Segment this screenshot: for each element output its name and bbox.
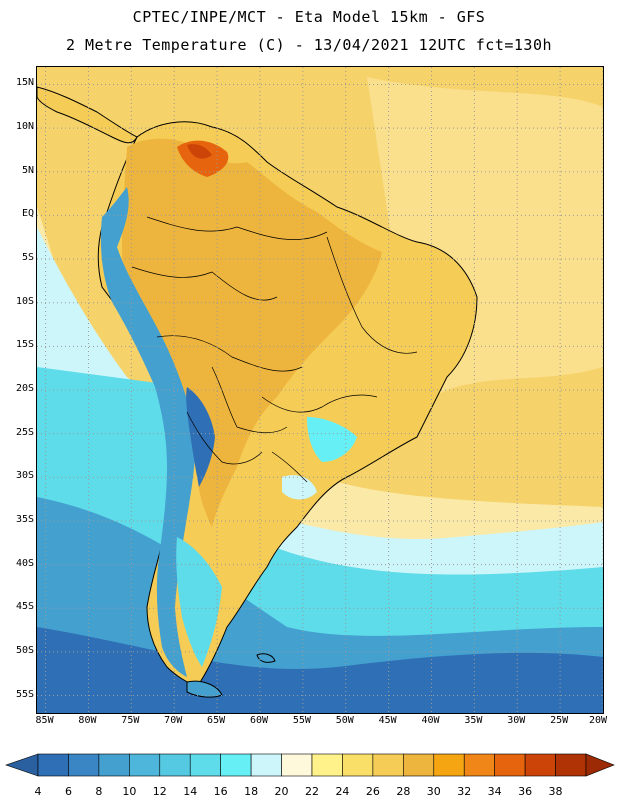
ocean-band-coldest: [37, 627, 603, 713]
colorbar-label: 18: [244, 785, 259, 798]
latitude-label: EQ: [21, 208, 34, 220]
land-hottest-core: [187, 144, 212, 159]
colorbar-min-arrow: [5, 753, 39, 777]
longitude-label: 30W: [507, 715, 526, 726]
latitude-label: 50S: [15, 644, 34, 656]
colorbar-label: 4: [34, 785, 42, 798]
latitude-label: 40S: [15, 557, 34, 569]
latitude-label: 30S: [15, 470, 34, 482]
map-title-model: CPTEC/INPE/MCT - Eta Model 15km - GFS: [132, 8, 486, 26]
temperature-colorbar: [5, 753, 615, 777]
longitude-label: 65W: [207, 715, 226, 726]
longitude-label: 55W: [292, 715, 311, 726]
latitude-label: 45S: [15, 601, 34, 613]
latitude-label: 5N: [21, 164, 34, 176]
colorbar-cell: [494, 753, 526, 777]
andes-cordillera: [100, 187, 196, 677]
longitude-label: 25W: [550, 715, 569, 726]
border-line: [131, 266, 278, 301]
border-line: [156, 335, 303, 372]
colorbar-cell: [463, 753, 495, 777]
colorbar-cell: [281, 753, 313, 777]
colorbar-cell: [555, 753, 587, 777]
colorbar-cell: [68, 753, 100, 777]
colorbar-cell: [129, 753, 161, 777]
longitude-label: 75W: [121, 715, 140, 726]
colorbar-cells: [5, 753, 615, 777]
longitude-label: 40W: [421, 715, 440, 726]
colorbar-cell: [37, 753, 69, 777]
longitude-label: 80W: [78, 715, 97, 726]
temperature-map: [36, 66, 604, 714]
uruguay-cool: [282, 475, 317, 500]
longitude-label: 45W: [378, 715, 397, 726]
colorbar-label: 24: [335, 785, 350, 798]
colorbar-cell: [433, 753, 465, 777]
colorbar-label: 12: [152, 785, 167, 798]
colorbar-cell: [311, 753, 343, 777]
andes-high-cold: [186, 387, 215, 487]
border-line: [261, 394, 378, 413]
border-line: [211, 366, 288, 434]
colorbar-label: 22: [305, 785, 319, 798]
colorbar-label: 16: [213, 785, 228, 798]
latitude-label: 5S: [21, 252, 34, 264]
colorbar-cell: [159, 753, 191, 777]
colorbar-cell: [403, 753, 435, 777]
latitude-label: 55S: [15, 688, 34, 700]
latitude-label: 35S: [15, 513, 34, 525]
tierra-del-fuego: [186, 680, 223, 698]
colorbar-cell: [189, 753, 221, 777]
colorbar-label: 20: [274, 785, 289, 798]
latitude-label: 15N: [15, 77, 34, 89]
patagonia-cool: [176, 537, 222, 667]
longitude-label: 35W: [464, 715, 483, 726]
colorbar-cell: [250, 753, 282, 777]
longitude-label: 60W: [249, 715, 268, 726]
map-title-variable: 2 Metre Temperature (C) - 13/04/2021 12U…: [65, 36, 553, 54]
colorbar-label: 8: [95, 785, 103, 798]
colorbar-cell: [98, 753, 130, 777]
border-line: [271, 451, 308, 483]
latitude-label: 10S: [15, 295, 34, 307]
colorbar-label: 10: [122, 785, 137, 798]
colorbar-label: 28: [396, 785, 411, 798]
longitude-label: 70W: [164, 715, 183, 726]
colorbar-cell: [342, 753, 374, 777]
colorbar-label: 14: [183, 785, 198, 798]
latitude-label: 25S: [15, 426, 34, 438]
colorbar-cell: [524, 753, 556, 777]
colorbar-label: 36: [518, 785, 533, 798]
colorbar-max-arrow: [585, 753, 615, 777]
longitude-label: 85W: [35, 715, 54, 726]
map-canvas: [37, 67, 603, 713]
colorbar-cell: [220, 753, 252, 777]
border-line: [186, 411, 263, 465]
border-line: [146, 216, 328, 240]
southern-brazil-cool: [307, 417, 357, 462]
colorbar-label: 26: [365, 785, 380, 798]
colorbar-label: 6: [64, 785, 72, 798]
latitude-label: 15S: [15, 339, 34, 351]
colorbar-cell: [372, 753, 404, 777]
colorbar-label: 32: [457, 785, 472, 798]
latitude-label: 10N: [15, 121, 34, 133]
colorbar-label: 30: [426, 785, 441, 798]
longitude-label: 20W: [588, 715, 608, 726]
longitude-label: 50W: [335, 715, 354, 726]
latitude-label: 20S: [15, 383, 34, 394]
colorbar-label: 38: [548, 785, 563, 798]
border-line: [326, 236, 418, 354]
country-borders: [131, 216, 418, 483]
colorbar-label: 34: [487, 785, 502, 798]
